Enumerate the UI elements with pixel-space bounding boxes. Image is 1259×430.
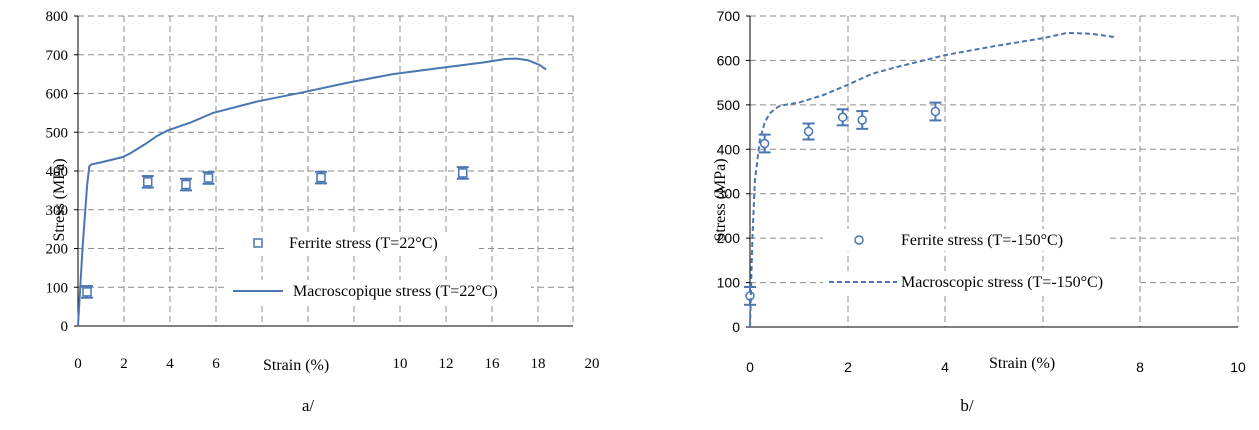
legend-label: Macroscopique stress (T=22°C) <box>293 283 498 300</box>
x-axis-title: Strain (%) <box>989 355 1055 372</box>
y-tick-label: 200 <box>717 230 741 246</box>
figure-caption: b/ <box>960 396 974 415</box>
data-point <box>181 179 191 190</box>
y-tick-label: 400 <box>717 141 741 157</box>
legend-label: Ferrite stress (T=22°C) <box>289 235 438 252</box>
x-tick-label: 12 <box>439 356 454 372</box>
y-tick-label: 600 <box>717 52 741 68</box>
legend-background <box>227 232 479 254</box>
y-tick-label: 300 <box>717 186 741 202</box>
x-tick-label: 6 <box>212 356 220 372</box>
data-point <box>803 126 814 137</box>
legend-label: Macroscopic stress (T=-150°C) <box>901 274 1103 291</box>
y-axis-title: Stress (MPa) <box>712 158 729 241</box>
data-point <box>143 177 153 187</box>
y-tick-label: 100 <box>46 280 69 296</box>
data-point <box>458 168 468 178</box>
x-tick-label: 2 <box>844 359 852 375</box>
x-tick-label: 8 <box>1136 359 1144 375</box>
series-macroscopic-stress <box>749 31 1117 328</box>
y-tick-label: 700 <box>46 48 69 64</box>
legend-background <box>227 280 531 302</box>
y-tick-label: 100 <box>717 275 741 291</box>
legend-label: Ferrite stress (T=-150°C) <box>901 232 1063 249</box>
y-tick-label: 0 <box>61 319 69 335</box>
y-tick-label: 200 <box>46 242 69 258</box>
x-tick-label: 18 <box>531 356 546 372</box>
x-tick-label: 16 <box>485 356 501 372</box>
series-macroscopic-stress <box>77 57 547 327</box>
x-tick-label: 4 <box>941 359 949 375</box>
y-tick-label: 0 <box>732 319 740 335</box>
series-line <box>749 31 1117 328</box>
y-tick-label: 600 <box>46 87 69 103</box>
x-tick-label: 0 <box>746 359 754 375</box>
x-tick-label: 10 <box>393 356 408 372</box>
y-tick-label: 500 <box>46 125 69 141</box>
data-point <box>857 115 867 125</box>
x-tick-label: 4 <box>166 356 174 372</box>
legend-background <box>823 271 1139 293</box>
x-tick-label: 2 <box>120 356 128 372</box>
y-tick-label: 800 <box>46 9 69 25</box>
chart-a: 0 100 200 300 400 500 600 700 800 0 2 4 6 10 12 16 18 20 S… <box>46 9 600 415</box>
data-point <box>82 287 92 297</box>
data-point <box>930 106 941 117</box>
legend-marker <box>854 235 864 245</box>
chart-b: 0 100 200 300 400 500 600 700 0 2 4 8 10 Strain (%) St… <box>712 8 1246 415</box>
data-point <box>316 172 326 183</box>
legend-entry: Macroscopic stress (T=-150°C) <box>823 271 1139 293</box>
legend-entry: Macroscopique stress (T=22°C) <box>227 280 531 302</box>
y-tick-label: 500 <box>717 97 741 113</box>
x-tick-label: 20 <box>585 356 600 372</box>
legend-entry: Ferrite stress (T=22°C) <box>227 232 479 254</box>
x-tick-label: 10 <box>1230 359 1246 375</box>
data-point <box>203 173 214 183</box>
series-line <box>77 57 547 327</box>
legend-background <box>823 229 1107 251</box>
y-tick-label: 700 <box>717 8 741 24</box>
figure-caption: a/ <box>302 396 315 415</box>
legend-entry: Ferrite stress (T=-150°C) <box>823 229 1107 251</box>
y-axis-title: Stress (MPa) <box>51 158 68 241</box>
x-axis-title: Strain (%) <box>263 357 329 374</box>
data-point <box>759 138 770 149</box>
series-ferrite-stress <box>81 166 469 299</box>
y-tick-label: 400 <box>46 164 69 180</box>
legend-marker <box>253 238 263 248</box>
x-tick-label: 0 <box>74 356 82 372</box>
y-tick-label: 300 <box>46 203 69 219</box>
data-point <box>837 112 848 123</box>
